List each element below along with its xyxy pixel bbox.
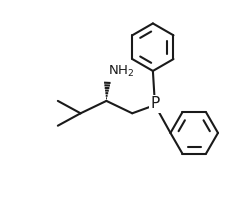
Text: NH$_2$: NH$_2$ (108, 64, 135, 79)
Text: P: P (150, 97, 160, 111)
